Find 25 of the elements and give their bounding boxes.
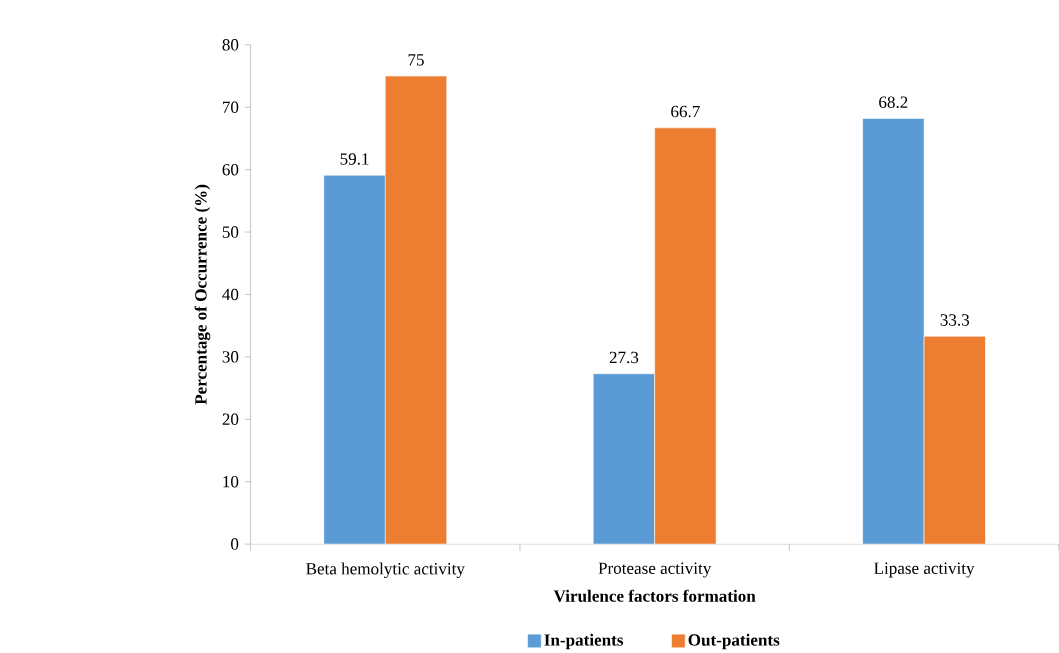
legend-label: In-patients <box>544 633 624 650</box>
y-axis-title: Percentage of Occurrence (%) <box>194 185 211 405</box>
bar <box>923 336 986 545</box>
bar <box>384 75 447 545</box>
y-tick-label: 20 <box>222 413 239 426</box>
x-axis-title: Virulence factors formation <box>553 589 756 603</box>
y-tick-label: 40 <box>222 288 239 301</box>
y-tick-label: 70 <box>223 101 239 114</box>
data-label: 68.2 <box>879 96 908 109</box>
y-tick-label: 60 <box>222 164 239 176</box>
data-label: 33.3 <box>940 314 970 326</box>
y-tick-label: 0 <box>231 538 239 550</box>
y-tick-label: 50 <box>222 226 239 238</box>
data-label: 75 <box>408 54 424 66</box>
y-tick-label: 30 <box>222 351 239 363</box>
x-tick-label: Lipase activity <box>874 562 975 578</box>
x-tick-label: Protease activity <box>598 562 712 578</box>
y-tick-label: 10 <box>223 476 239 488</box>
data-label: 27.3 <box>609 351 639 364</box>
data-label: 66.7 <box>671 105 700 118</box>
y-tick-label: 80 <box>222 39 239 51</box>
data-label: 59.1 <box>340 153 369 165</box>
bar <box>654 127 717 545</box>
x-tick-label: Beta hemolytic activity <box>306 562 465 579</box>
legend-label: Out-patients <box>688 633 780 650</box>
